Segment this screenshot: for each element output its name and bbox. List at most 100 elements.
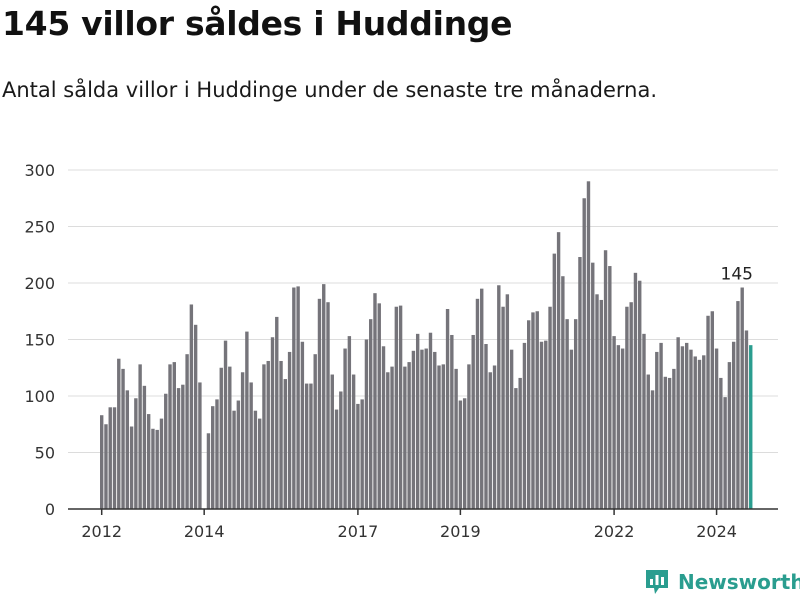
bar (569, 349, 574, 509)
x-tick-label: 2022 (594, 522, 635, 541)
bar (445, 308, 450, 509)
chart-subtitle: Antal sålda villor i Huddinge under de s… (2, 78, 658, 102)
bar (151, 428, 155, 509)
bar (595, 294, 599, 509)
bar (719, 377, 723, 509)
bar (697, 359, 702, 509)
bar (176, 388, 181, 509)
bar (638, 280, 642, 509)
bar (552, 253, 557, 509)
bar (219, 367, 223, 509)
bar (505, 294, 510, 509)
bar (394, 306, 399, 509)
bar (655, 351, 659, 509)
bar (573, 319, 578, 509)
bar (727, 362, 732, 509)
bar (168, 364, 172, 509)
bar (134, 398, 138, 509)
bar (518, 377, 522, 509)
bar (710, 311, 715, 509)
bar (462, 398, 467, 509)
bar (262, 364, 266, 509)
bar (437, 365, 441, 509)
bar (142, 385, 147, 509)
bar (189, 304, 194, 509)
bar (356, 403, 360, 509)
bar (309, 383, 313, 509)
bar (659, 342, 663, 509)
x-tick-label: 2024 (696, 522, 737, 541)
bar (287, 351, 292, 509)
x-tick-label: 2012 (81, 522, 122, 541)
bar (283, 379, 288, 509)
bar (535, 311, 539, 509)
bar (211, 406, 215, 509)
bar (680, 346, 685, 509)
bar (633, 272, 638, 509)
bar (317, 298, 322, 509)
bar (108, 407, 112, 509)
brand-logo: Newsworthy (644, 568, 800, 596)
bar (454, 368, 458, 509)
bar (608, 266, 612, 509)
bar (112, 407, 117, 509)
bar (159, 418, 164, 509)
bar (514, 388, 518, 509)
y-tick-label: 0 (45, 500, 55, 519)
newsworthy-logo-icon (646, 570, 668, 594)
bar (646, 374, 650, 509)
x-tick-label: 2014 (184, 522, 225, 541)
bar (206, 433, 211, 509)
bar (484, 344, 488, 509)
bar (471, 334, 475, 509)
bar (334, 409, 339, 509)
bar (125, 390, 130, 509)
bar (714, 348, 719, 509)
bar (117, 358, 121, 509)
bar (497, 285, 501, 509)
bar (689, 349, 693, 509)
bar (347, 336, 352, 509)
bar (104, 424, 108, 509)
bar (373, 293, 377, 509)
bar (582, 198, 586, 509)
bar (313, 354, 317, 509)
bar (450, 334, 454, 509)
bar (279, 360, 283, 509)
bar (467, 364, 471, 509)
bar (539, 341, 544, 509)
bar (501, 306, 505, 509)
bar (667, 377, 672, 509)
bar (731, 341, 736, 509)
bar (531, 312, 535, 509)
brand-name: Newsworthy (678, 570, 800, 594)
bar (275, 316, 279, 509)
bar (322, 284, 326, 509)
bar (693, 356, 697, 509)
bar (245, 331, 249, 509)
bar (599, 299, 603, 509)
bars (100, 181, 753, 510)
bar (706, 315, 710, 509)
bar (612, 336, 616, 509)
bar (377, 303, 381, 509)
bar (591, 262, 595, 509)
bar (736, 301, 740, 509)
bar (509, 349, 514, 509)
bar (129, 426, 134, 509)
bar (458, 400, 463, 509)
bar (215, 399, 219, 509)
x-tick-label: 2019 (440, 522, 481, 541)
bar (304, 383, 309, 509)
bar (100, 415, 104, 509)
x-axis: 2012 2014 2017 2019 2022 2024 (68, 508, 778, 541)
bar (415, 333, 420, 509)
bar (330, 374, 334, 509)
bar (185, 354, 189, 509)
bar (642, 333, 646, 509)
bar (390, 366, 394, 509)
bar (565, 319, 569, 509)
bar (146, 414, 151, 509)
bar (369, 319, 373, 509)
